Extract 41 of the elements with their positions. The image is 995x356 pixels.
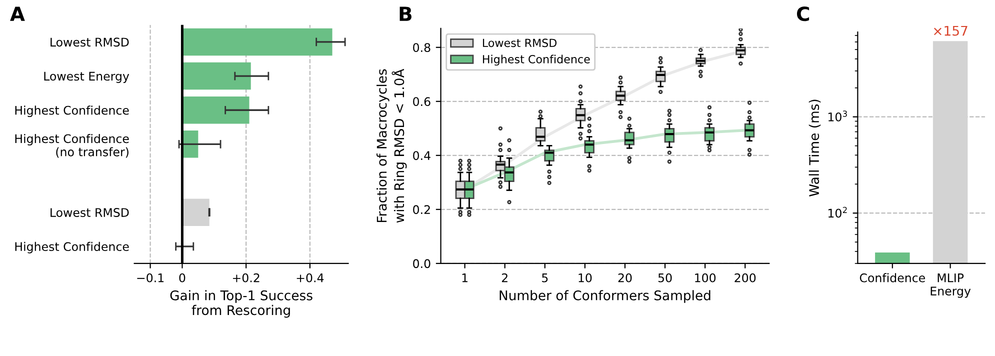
x-tick-label: MLIP Energy — [930, 274, 971, 298]
x-tick-label: 5 — [542, 274, 548, 282]
x-tick-label: 50 — [658, 273, 672, 282]
x-tick-label: 10 — [578, 273, 592, 282]
y-tick-label: 0.0 — [413, 259, 430, 268]
x-tick-label: 2 — [502, 273, 508, 282]
y-tick-label: 0.2 — [413, 205, 430, 214]
legend-label: Lowest RMSD — [482, 38, 557, 48]
legend-label: Highest Confidence — [482, 54, 590, 66]
y-tick-label: 0.8 — [413, 43, 430, 52]
x-tick-label: 0 — [179, 273, 186, 282]
chart-title: A — [10, 6, 25, 21]
x-tick-label: −0.1 — [137, 273, 164, 282]
y-tick-label: Lowest Energy — [44, 72, 130, 83]
chart-title: C — [796, 6, 810, 22]
y-tick-label: 10$^{2}$ — [828, 206, 847, 218]
bar — [182, 62, 251, 90]
y-axis-title: Fraction of Macrocycles with Ring RMSD < 1.0Å — [376, 68, 407, 223]
x-axis-title: Number of Conformers Sampled — [500, 290, 710, 303]
x-tick-label: 200 — [734, 273, 756, 282]
chart-title: B — [400, 6, 412, 21]
x-tick-label: 100 — [695, 273, 716, 282]
x-tick-label: +0.4 — [296, 273, 324, 282]
x-axis-title: Gain in Top-1 Success from Rescoring — [170, 290, 312, 318]
y-tick-label: Highest Confidence — [15, 106, 129, 118]
x-tick-label: +0.2 — [232, 273, 260, 282]
y-tick-label: 10$^{3}$ — [828, 110, 847, 122]
y-tick-label: Highest Confidence — [15, 242, 129, 254]
y-tick-label: Lowest RMSD — [50, 208, 129, 217]
y-tick-label: 0.4 — [413, 151, 430, 160]
y-tick-label: 0.6 — [413, 97, 430, 106]
x-tick-label: Confidence — [860, 273, 925, 282]
bar — [182, 96, 250, 124]
bar — [182, 28, 332, 56]
y-axis-title: Wall Time (ms) — [808, 100, 821, 196]
y-tick-label: Highest Confidence (no transfer) — [15, 134, 129, 158]
annotation: ×157 — [934, 26, 968, 36]
x-tick-label: 1 — [462, 274, 468, 282]
bar — [182, 198, 210, 226]
x-tick-label: 20 — [618, 273, 632, 282]
y-tick-label: Lowest RMSD — [50, 38, 129, 47]
